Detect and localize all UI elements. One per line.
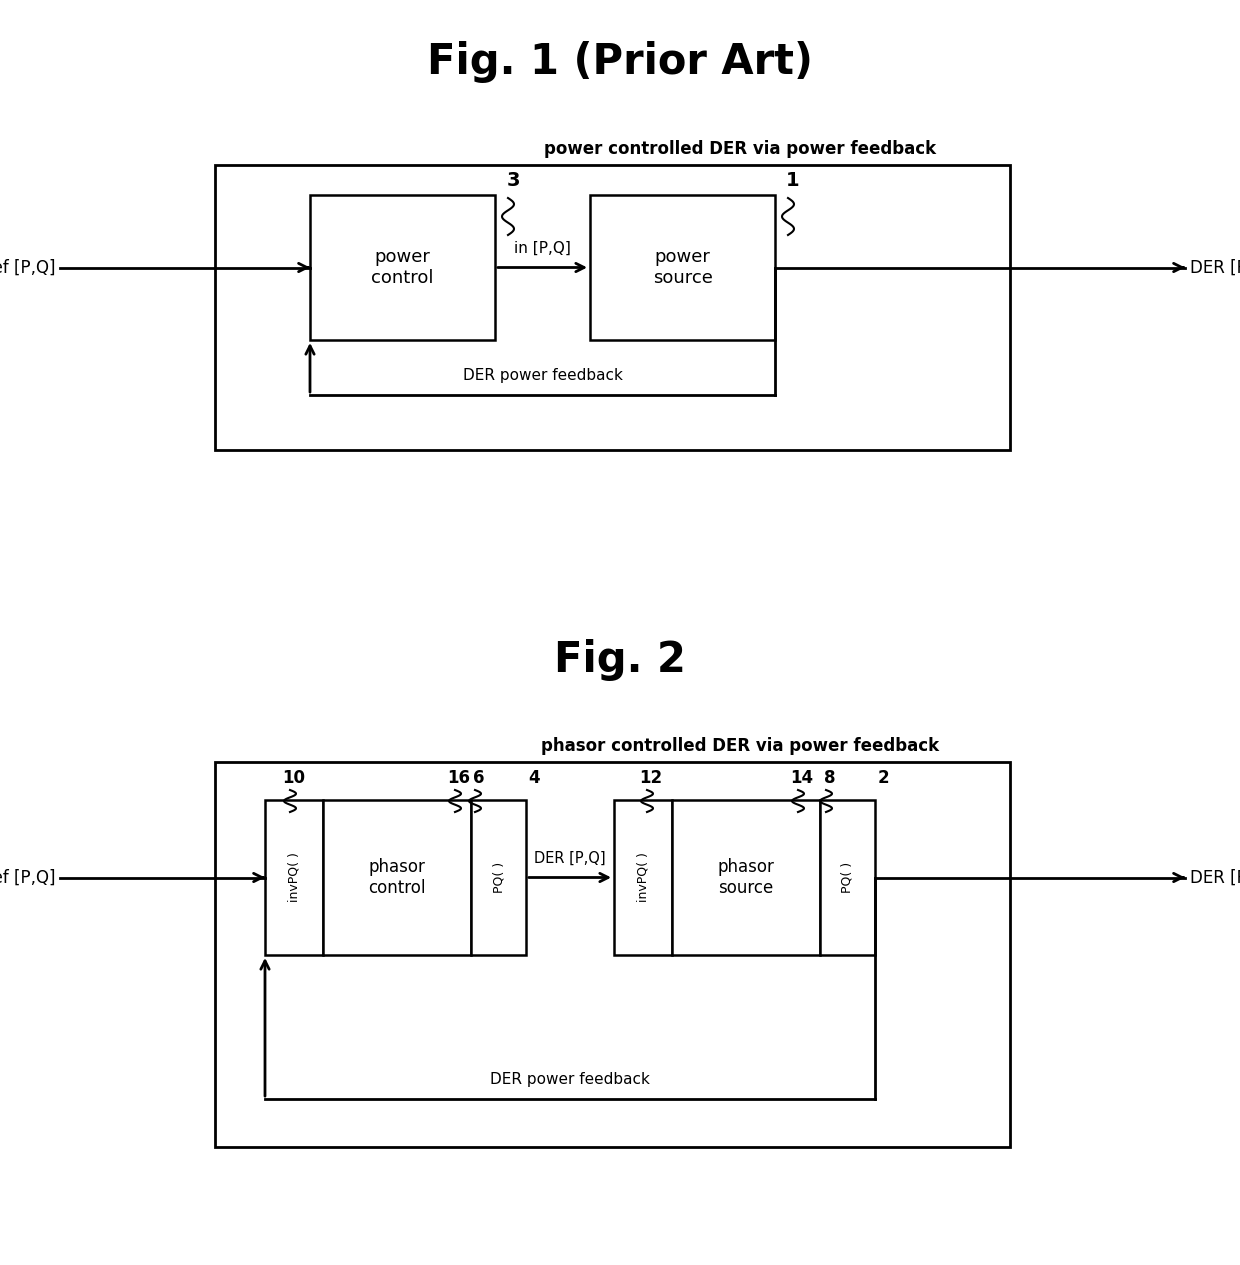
Text: 12: 12: [640, 769, 662, 787]
Text: PQ( ): PQ( ): [492, 861, 505, 893]
Bar: [614, 799, 672, 955]
Bar: [471, 799, 526, 955]
Text: invPQ( ): invPQ( ): [288, 853, 300, 902]
Text: 14: 14: [790, 769, 813, 787]
Text: invPQ( ): invPQ( ): [636, 853, 650, 902]
Bar: [310, 195, 495, 340]
Text: 16: 16: [448, 769, 470, 787]
Text: power
control: power control: [371, 248, 434, 287]
Bar: [590, 195, 775, 340]
Text: 2: 2: [877, 769, 889, 787]
Text: DER ref [P,Q]: DER ref [P,Q]: [0, 869, 55, 887]
Text: in [P,Q]: in [P,Q]: [515, 240, 570, 256]
Text: DER [P,Q]: DER [P,Q]: [1190, 258, 1240, 277]
Text: DER ref [P,Q]: DER ref [P,Q]: [0, 258, 55, 277]
Text: 6: 6: [474, 769, 485, 787]
Text: Fig. 2: Fig. 2: [554, 639, 686, 681]
Text: power controlled DER via power feedback: power controlled DER via power feedback: [544, 140, 936, 158]
Bar: [265, 799, 322, 955]
Text: 8: 8: [825, 769, 836, 787]
Text: 1: 1: [786, 171, 800, 190]
Bar: [672, 799, 820, 955]
Text: DER [P,Q]: DER [P,Q]: [534, 850, 606, 865]
Text: DER [P,Q]: DER [P,Q]: [1190, 869, 1240, 887]
Text: 3: 3: [506, 171, 520, 190]
Bar: [215, 164, 1011, 450]
Bar: [215, 762, 1011, 1147]
Text: phasor
control: phasor control: [368, 858, 425, 897]
Text: phasor controlled DER via power feedback: phasor controlled DER via power feedback: [541, 737, 939, 755]
Bar: [322, 799, 471, 955]
Text: phasor
source: phasor source: [718, 858, 775, 897]
Text: DER power feedback: DER power feedback: [490, 1071, 650, 1087]
Text: power
source: power source: [652, 248, 713, 287]
Text: 10: 10: [283, 769, 305, 787]
Text: Fig. 1 (Prior Art): Fig. 1 (Prior Art): [427, 40, 813, 83]
Bar: [820, 799, 875, 955]
Text: 4: 4: [528, 769, 539, 787]
Text: DER power feedback: DER power feedback: [463, 368, 622, 383]
Text: PQ( ): PQ( ): [841, 861, 854, 893]
